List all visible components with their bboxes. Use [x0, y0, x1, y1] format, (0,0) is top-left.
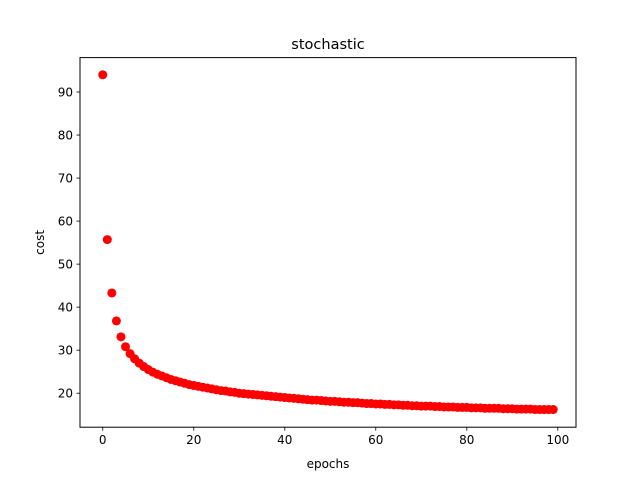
y-axis-ticks: 20 30 40 50 60 70 80 90 [58, 85, 80, 401]
y-tick-label: 60 [58, 214, 73, 228]
y-tick-label: 80 [58, 128, 73, 142]
data-point [107, 288, 117, 298]
x-axis-label: epochs [307, 457, 350, 471]
chart-title: stochastic [291, 37, 364, 53]
y-tick-label: 30 [58, 343, 73, 357]
data-point [102, 235, 112, 245]
x-tick-label: 0 [99, 433, 107, 447]
x-tick-label: 40 [277, 433, 292, 447]
x-tick-label: 60 [368, 433, 383, 447]
y-axis-label: cost [33, 230, 47, 255]
data-point [121, 342, 130, 352]
x-tick-label: 80 [459, 433, 474, 447]
y-tick-label: 50 [58, 257, 73, 271]
y-tick-label: 70 [58, 171, 73, 185]
x-tick-label: 100 [546, 433, 569, 447]
data-point [548, 405, 558, 415]
x-axis-ticks: 0 20 40 60 80 100 [99, 427, 569, 447]
data-point [116, 332, 126, 342]
data-points [98, 70, 558, 415]
y-tick-label: 90 [58, 85, 73, 99]
y-tick-label: 40 [58, 300, 73, 314]
y-tick-label: 20 [58, 387, 73, 401]
x-tick-label: 20 [186, 433, 201, 447]
data-point [111, 316, 121, 326]
data-point [98, 70, 108, 80]
plot-area-frame [79, 57, 577, 428]
